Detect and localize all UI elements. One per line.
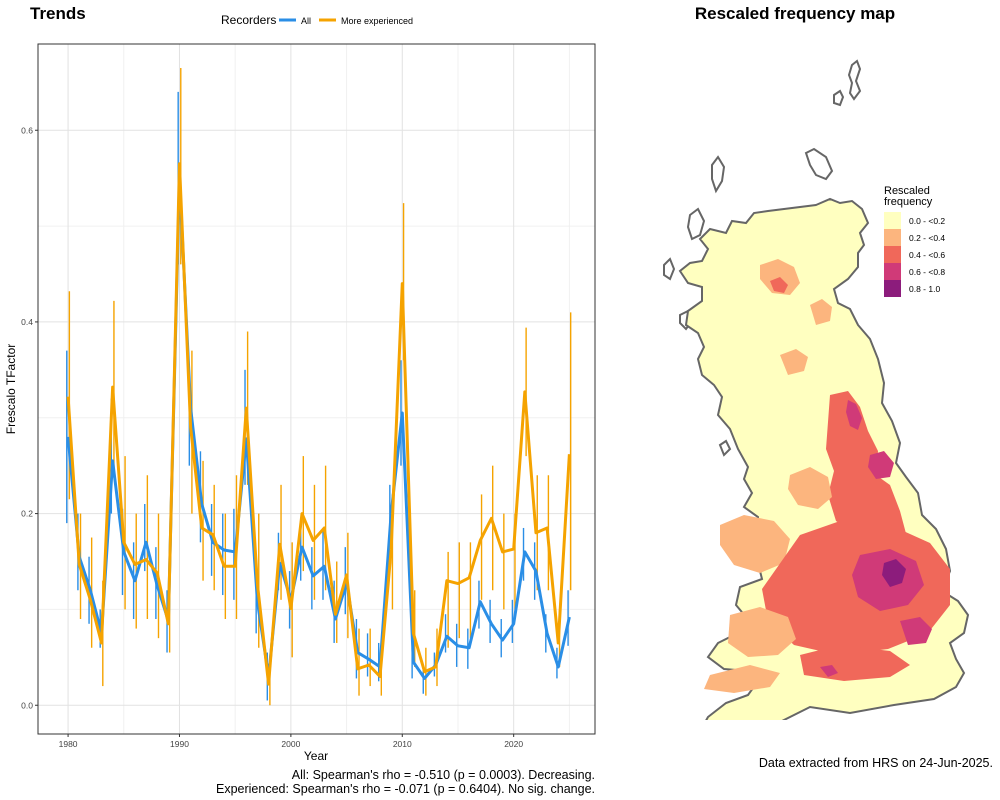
- y-tick-label: 0.0: [21, 700, 33, 710]
- data-extracted-note: Data extracted from HRS on 24-Jun-2025.: [758, 756, 993, 770]
- map-legend: Rescaled frequency 0.0 - <0.2 0.2 - <0.4 0…: [884, 186, 945, 297]
- map-legend-row: 0.2 - <0.4: [884, 229, 945, 246]
- map-frequency-patches: [704, 259, 950, 693]
- map-legend-label: 0.6 - <0.8: [909, 266, 946, 277]
- frequency-map: [663, 59, 970, 720]
- chart-axes: 0.0 0.2 0.4 0.6 1980 1990 2000 2010 2020: [21, 125, 523, 749]
- map-legend-swatch: [884, 246, 901, 263]
- map-legend-row: 0.8 - 1.0: [884, 280, 945, 297]
- y-tick-label: 0.2: [21, 509, 33, 519]
- legend-label: More experienced: [341, 16, 413, 26]
- map-legend-label: 0.0 - <0.2: [909, 215, 946, 226]
- trends-title: Trends: [30, 4, 86, 23]
- y-tick-label: 0.4: [21, 317, 33, 327]
- x-axis-label: Year: [304, 749, 328, 763]
- map-legend-swatch: [884, 263, 901, 280]
- map-legend-label: 0.2 - <0.4: [909, 232, 946, 243]
- x-tick-label: 1990: [170, 739, 189, 749]
- map-legend-label: 0.4 - <0.6: [909, 249, 946, 260]
- legend-label: All: [301, 16, 311, 26]
- chart-grid: [38, 44, 595, 734]
- spearman-stats: All: Spearman's rho = -0.510 (p = 0.0003…: [160, 768, 595, 796]
- map-title: Rescaled frequency map: [694, 4, 896, 23]
- plot-panel-border: [37, 43, 596, 735]
- map-legend-row: 0.0 - <0.2: [884, 212, 945, 229]
- map-legend-title-line2: frequency: [884, 196, 933, 208]
- trends-chart: 0.0 0.2 0.4 0.6 1980 1990 2000 2010 2020 Recorde…: [4, 13, 596, 763]
- map-legend-title: Rescaled frequency: [884, 186, 945, 208]
- stats-experienced-line: Experienced: Spearman's rho = -0.071 (p …: [215, 782, 595, 796]
- map-legend-label: 0.8 - 1.0: [909, 283, 941, 294]
- y-tick-label: 0.6: [21, 125, 33, 135]
- chart-legend: Recorders All More experienced: [221, 13, 413, 27]
- stats-all-line: All: Spearman's rho = -0.510 (p = 0.0003…: [291, 768, 595, 782]
- x-tick-label: 2010: [393, 739, 412, 749]
- map-legend-rows: 0.0 - <0.2 0.2 - <0.4 0.4 - <0.6 0.6 - <0.8…: [884, 212, 945, 297]
- series-line-more-experienced: [66, 162, 571, 686]
- y-axis-label: Frescalo TFactor: [4, 344, 18, 434]
- map-legend-row: 0.4 - <0.6: [884, 246, 945, 263]
- map-legend-title-line1: Rescaled: [884, 185, 930, 197]
- x-tick-label: 1980: [59, 739, 78, 749]
- series-line-all: [66, 176, 571, 680]
- map-legend-swatch: [884, 280, 901, 297]
- x-tick-label: 2000: [281, 739, 300, 749]
- series-lines: [66, 162, 571, 686]
- map-legend-row: 0.6 - <0.8: [884, 263, 945, 280]
- legend-title: Recorders: [221, 13, 276, 27]
- map-legend-swatch: [884, 229, 901, 246]
- x-tick-label: 2020: [504, 739, 523, 749]
- map-legend-swatch: [884, 212, 901, 229]
